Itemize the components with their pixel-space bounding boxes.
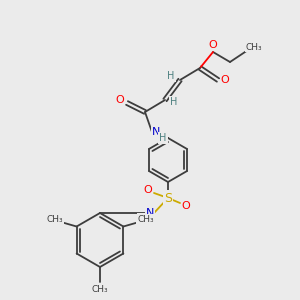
Text: O: O [220, 75, 230, 85]
Text: O: O [144, 185, 152, 195]
Text: H: H [167, 71, 175, 81]
Text: H: H [159, 133, 167, 143]
Text: CH₃: CH₃ [92, 286, 108, 295]
Text: H: H [170, 97, 178, 107]
Text: H: H [138, 214, 146, 224]
Text: N: N [146, 208, 154, 218]
Text: S: S [164, 191, 172, 205]
Text: CH₃: CH₃ [46, 215, 63, 224]
Text: CH₃: CH₃ [137, 215, 154, 224]
Text: O: O [116, 95, 124, 105]
Text: CH₃: CH₃ [246, 43, 262, 52]
Text: O: O [208, 40, 217, 50]
Text: N: N [152, 127, 160, 137]
Text: O: O [182, 201, 190, 211]
